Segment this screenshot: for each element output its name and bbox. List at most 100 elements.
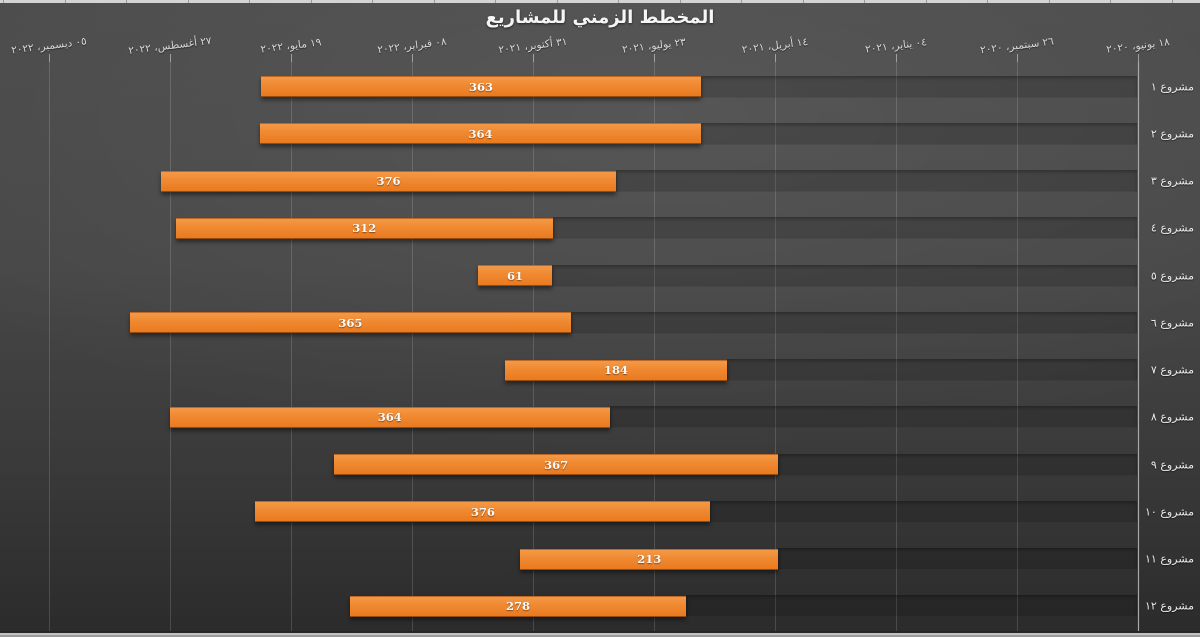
gantt-offset-track: [686, 595, 1138, 618]
date-axis-label: ٢٣ يوليو، ٢٠٢١: [620, 36, 687, 56]
value-axis-line: [1137, 62, 1139, 631]
project-name-label: مشروع ٦: [1150, 316, 1194, 330]
cell-border-tick: [618, 0, 619, 3]
project-name-label: مشروع ١: [1150, 80, 1194, 94]
gantt-offset-track: [700, 75, 1138, 98]
cell-border-tick: [1110, 0, 1111, 3]
gantt-offset-track: [551, 264, 1138, 287]
project-name-label: مشروع ٥: [1150, 269, 1194, 283]
gantt-offset-track: [553, 217, 1138, 240]
major-gridline: [895, 62, 897, 631]
cell-border-tick: [987, 0, 988, 3]
cell-border-tick: [495, 0, 496, 3]
date-axis-label: ٣١ أكتوبر، ٢٠٢١: [497, 35, 568, 57]
cell-border-tick: [864, 0, 865, 3]
bar-duration-label: 376: [470, 504, 495, 519]
project-name-label: مشروع ١١: [1145, 552, 1194, 566]
project-name-label: مشروع ١٢: [1145, 599, 1194, 613]
gantt-offset-track: [778, 548, 1138, 571]
gantt-bar[interactable]: 364: [260, 123, 701, 145]
axis-tick-mark: [169, 54, 171, 62]
bar-duration-label: 367: [544, 457, 569, 472]
project-name-label: مشروع ٩: [1150, 458, 1194, 472]
cell-border-tick: [556, 0, 558, 3]
bar-duration-label: 278: [505, 599, 530, 614]
cell-border-tick: [3, 0, 4, 3]
cell-border-tick: [64, 0, 66, 3]
bar-duration-label: 376: [376, 174, 401, 189]
bottom-edge-light-line: [0, 633, 1200, 635]
gantt-bar[interactable]: 213: [520, 548, 779, 570]
date-axis-label: ٠٤ يناير، ٢٠٢١: [864, 36, 927, 56]
gantt-bar[interactable]: 376: [255, 501, 711, 523]
axis-tick-mark: [1137, 54, 1139, 62]
gantt-bar[interactable]: 312: [175, 217, 554, 239]
axis-tick-mark: [1016, 54, 1018, 62]
major-gridline: [290, 62, 292, 631]
axis-tick-mark: [532, 54, 534, 62]
project-name-label: مشروع ٤: [1150, 221, 1194, 235]
axis-tick-mark: [774, 54, 776, 62]
gantt-offset-track: [700, 122, 1138, 145]
cell-border-tick: [1048, 0, 1050, 3]
project-name-label: مشروع ٢: [1150, 127, 1194, 141]
chart-title[interactable]: المخطط الزمني للمشاريع: [485, 7, 715, 28]
date-axis-label: ٠٨ فبراير، ٢٠٢٢: [376, 35, 447, 57]
cell-border-tick: [925, 0, 927, 3]
gantt-bar[interactable]: 61: [478, 265, 552, 287]
bar-duration-label: 312: [352, 221, 377, 236]
major-gridline: [48, 62, 50, 631]
bar-duration-label: 364: [377, 410, 402, 425]
major-gridline: [532, 62, 534, 631]
gantt-bar[interactable]: 376: [161, 170, 616, 192]
cell-border-tick: [187, 0, 189, 3]
bar-duration-label: 184: [603, 363, 628, 378]
major-gridline: [774, 62, 776, 631]
gantt-offset-track: [571, 311, 1138, 334]
cell-border-tick: [310, 0, 312, 3]
gantt-bar[interactable]: 184: [504, 359, 728, 381]
gantt-bar[interactable]: 364: [169, 406, 610, 428]
axis-tick-mark: [290, 54, 292, 62]
axis-tick-mark: [895, 54, 897, 62]
cell-border-tick: [249, 0, 250, 3]
cell-border-tick: [679, 0, 681, 3]
gantt-bar[interactable]: 363: [261, 76, 701, 98]
project-name-label: مشروع ٧: [1150, 363, 1194, 377]
bar-duration-label: 365: [338, 315, 363, 330]
project-name-label: مشروع ٣: [1150, 174, 1194, 188]
project-name-label: مشروع ١٠: [1145, 505, 1194, 519]
axis-tick-mark: [653, 54, 655, 62]
cell-border-tick: [433, 0, 435, 3]
cell-border-tick: [802, 0, 804, 3]
bottom-edge-shadow: [0, 635, 1200, 637]
axis-tick-mark: [411, 54, 413, 62]
gantt-offset-track: [609, 406, 1138, 429]
bottom-edge-dark: [0, 631, 1200, 633]
major-gridline: [169, 62, 171, 631]
spreadsheet-top-edge: [0, 0, 1200, 3]
cell-border-tick: [372, 0, 373, 3]
date-axis: ١٨ يونيو، ٢٠٢٠ ٢٦ سبتمبر، ٢٠٢٠ ٠٤ يناير، ٢…: [0, 0, 1200, 60]
gantt-offset-track: [615, 170, 1138, 193]
gantt-bar[interactable]: 278: [349, 595, 687, 617]
date-axis-label: ٢٦ سبتمبر، ٢٠٢٠: [979, 35, 1054, 57]
date-axis-label: ١٤ أبريل، ٢٠٢١: [740, 35, 809, 57]
date-axis-label: ٢٧ أغسطس، ٢٠٢٢: [127, 34, 212, 58]
date-axis-label: ١٩ مايو، ٢٠٢٢: [259, 36, 322, 56]
major-gridline: [1016, 62, 1018, 631]
gantt-bar[interactable]: 367: [334, 454, 779, 476]
date-axis-label: ٠٥ ديسمبر، ٢٠٢٢: [10, 35, 87, 57]
cell-border-tick: [1171, 0, 1173, 3]
cell-border-tick: [741, 0, 742, 3]
gantt-bar[interactable]: 365: [129, 312, 572, 334]
major-gridline: [411, 62, 413, 631]
bar-duration-label: 363: [469, 79, 494, 94]
project-axis: مشروع ١ مشروع ٢ مشروع ٣ مشروع ٤ مشروع ٥ مشروع…: [1140, 0, 1200, 637]
axis-tick-mark: [48, 54, 50, 62]
bar-duration-label: 61: [506, 268, 523, 283]
cell-border-tick: [126, 0, 127, 3]
chart-bottom-edge: [0, 631, 1200, 637]
